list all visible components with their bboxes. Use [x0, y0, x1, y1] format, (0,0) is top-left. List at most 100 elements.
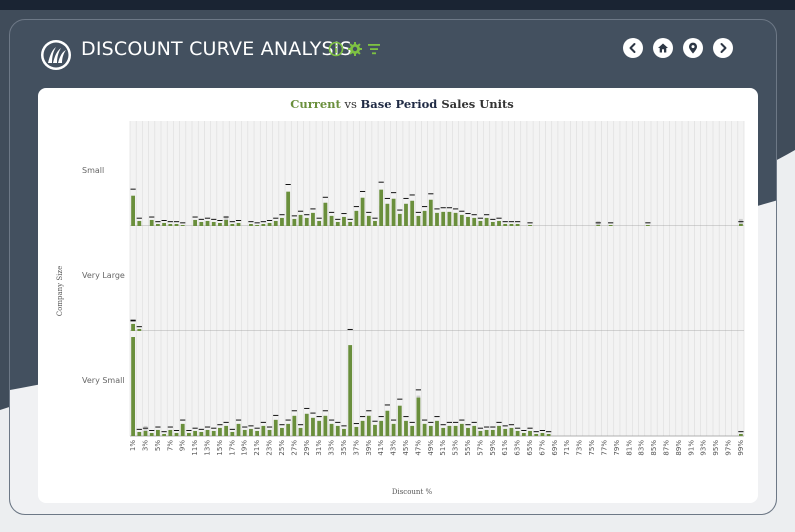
settings-icon[interactable]	[347, 41, 363, 57]
current-bar[interactable]	[199, 221, 204, 226]
current-bar[interactable]	[391, 423, 396, 436]
current-bar[interactable]	[385, 203, 390, 226]
current-bar[interactable]	[354, 426, 359, 436]
current-bar[interactable]	[255, 430, 260, 436]
current-bar[interactable]	[435, 420, 439, 436]
current-bar[interactable]	[273, 419, 278, 436]
current-bar[interactable]	[478, 430, 483, 436]
current-bar[interactable]	[261, 223, 266, 226]
current-bar[interactable]	[366, 215, 371, 226]
current-bar[interactable]	[267, 429, 272, 436]
current-bar[interactable]	[484, 429, 489, 436]
current-bar[interactable]	[447, 211, 452, 226]
info-icon[interactable]	[328, 41, 344, 57]
current-bar[interactable]	[304, 217, 309, 226]
current-bar[interactable]	[509, 223, 514, 226]
current-bar[interactable]	[379, 189, 384, 226]
current-bar[interactable]	[416, 215, 421, 226]
current-bar[interactable]	[137, 328, 142, 331]
current-bar[interactable]	[137, 220, 142, 226]
current-bar[interactable]	[280, 217, 284, 226]
current-bar[interactable]	[466, 427, 470, 436]
current-bar[interactable]	[168, 223, 173, 226]
current-bar[interactable]	[379, 420, 384, 436]
current-bar[interactable]	[193, 430, 198, 436]
current-bar[interactable]	[236, 222, 241, 226]
current-bar[interactable]	[187, 432, 191, 436]
current-bar[interactable]	[224, 425, 229, 436]
current-bar[interactable]	[410, 425, 415, 436]
current-bar[interactable]	[131, 195, 136, 226]
current-bar[interactable]	[149, 219, 154, 226]
current-bar[interactable]	[354, 210, 359, 226]
current-bar[interactable]	[360, 197, 365, 226]
current-bar[interactable]	[236, 423, 241, 436]
current-bar[interactable]	[435, 212, 439, 226]
current-bar[interactable]	[360, 420, 365, 436]
current-bar[interactable]	[162, 433, 167, 436]
current-bar[interactable]	[515, 430, 520, 436]
current-bar[interactable]	[447, 425, 452, 436]
current-bar[interactable]	[273, 220, 278, 226]
current-bar[interactable]	[298, 427, 303, 436]
current-bar[interactable]	[342, 216, 346, 226]
current-bar[interactable]	[323, 415, 328, 436]
current-bar[interactable]	[478, 220, 483, 226]
current-bar[interactable]	[441, 427, 446, 436]
current-bar[interactable]	[484, 217, 489, 226]
current-bar[interactable]	[205, 220, 210, 226]
current-bar[interactable]	[497, 425, 501, 436]
current-bar[interactable]	[428, 199, 433, 226]
current-bar[interactable]	[193, 219, 198, 226]
current-bar[interactable]	[304, 413, 309, 436]
current-bar[interactable]	[286, 191, 291, 226]
current-bar[interactable]	[218, 427, 222, 436]
current-bar[interactable]	[497, 220, 501, 226]
current-bar[interactable]	[143, 430, 148, 436]
current-bar[interactable]	[366, 415, 371, 436]
current-bar[interactable]	[230, 223, 235, 226]
current-bar[interactable]	[348, 221, 353, 226]
current-bar[interactable]	[311, 212, 315, 226]
current-bar[interactable]	[180, 224, 185, 226]
current-bar[interactable]	[391, 198, 396, 226]
current-bar[interactable]	[397, 405, 402, 436]
current-bar[interactable]	[298, 214, 303, 226]
current-bar[interactable]	[230, 431, 235, 436]
current-bar[interactable]	[224, 219, 229, 226]
current-bar[interactable]	[168, 429, 173, 436]
current-bar[interactable]	[329, 423, 334, 436]
current-bar[interactable]	[404, 420, 408, 436]
home-button[interactable]	[653, 38, 673, 58]
current-bar[interactable]	[156, 429, 160, 436]
current-bar[interactable]	[410, 200, 415, 226]
current-bar[interactable]	[255, 224, 260, 226]
current-bar[interactable]	[211, 430, 216, 436]
current-bar[interactable]	[472, 217, 477, 226]
current-bar[interactable]	[211, 221, 216, 226]
current-bar[interactable]	[267, 222, 272, 226]
current-bar[interactable]	[645, 224, 650, 226]
current-bar[interactable]	[199, 431, 204, 436]
current-bar[interactable]	[311, 417, 315, 436]
current-bar[interactable]	[546, 433, 551, 436]
current-bar[interactable]	[416, 397, 421, 436]
current-bar[interactable]	[137, 431, 142, 436]
current-bar[interactable]	[131, 323, 136, 331]
current-bar[interactable]	[428, 425, 433, 436]
location-button[interactable]	[683, 38, 703, 58]
current-bar[interactable]	[422, 210, 427, 226]
current-bar[interactable]	[397, 213, 402, 226]
current-bar[interactable]	[528, 430, 532, 436]
current-bar[interactable]	[335, 425, 340, 436]
current-bar[interactable]	[466, 216, 470, 226]
current-bar[interactable]	[453, 425, 458, 436]
back-button[interactable]	[623, 38, 643, 58]
current-bar[interactable]	[280, 427, 284, 436]
current-bar[interactable]	[404, 203, 408, 226]
forward-button[interactable]	[713, 38, 733, 58]
current-bar[interactable]	[329, 215, 334, 226]
current-bar[interactable]	[174, 432, 179, 436]
current-bar[interactable]	[459, 423, 464, 436]
current-bar[interactable]	[180, 423, 185, 436]
